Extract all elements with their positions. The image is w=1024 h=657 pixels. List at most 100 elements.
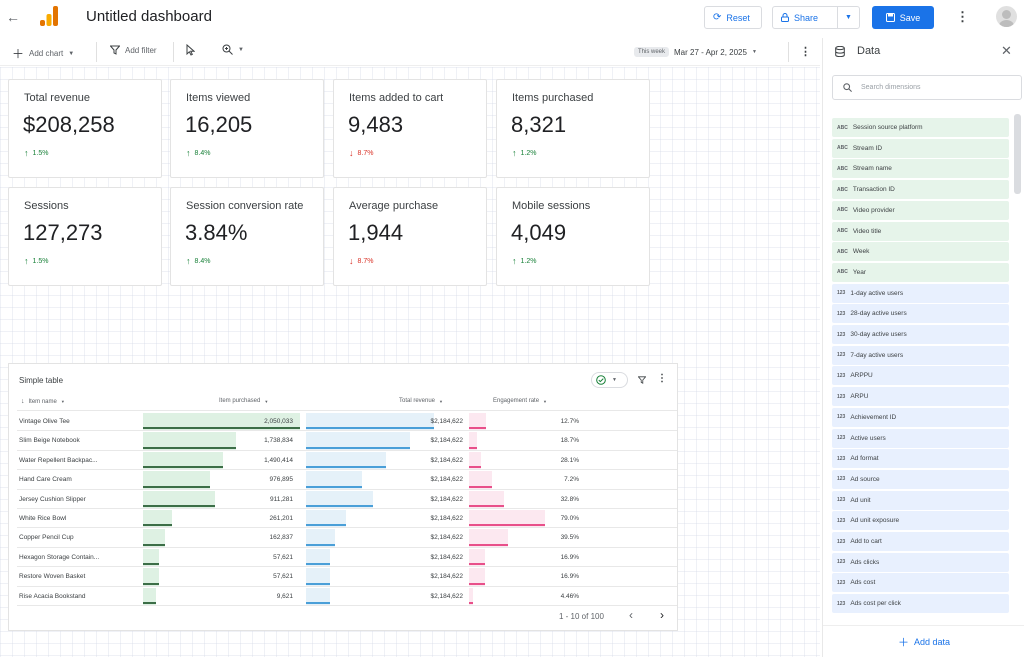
metric-field[interactable]: 123 Ad unit (832, 490, 1009, 510)
check-circle-icon (596, 375, 606, 385)
metric-field[interactable]: 123 ARPPU (832, 366, 1009, 386)
number-type-icon: 123 (837, 455, 846, 462)
next-page-icon[interactable]: › (660, 608, 664, 622)
metric-field[interactable]: 123 1-day active users (832, 283, 1009, 303)
column-header-item-purchased[interactable]: Item purchased ▼ (219, 398, 269, 404)
engagement-bar (469, 568, 485, 586)
revenue-bar (306, 548, 330, 567)
total-revenue-cell: $2,184,622 (430, 534, 463, 542)
engagement-bar-line (469, 563, 485, 566)
row-divider (17, 527, 677, 529)
table-row[interactable]: Jersey Cushion Slipper 911,281 $2,184,622 3… (9, 490, 679, 509)
add-chart-button[interactable]: ＋ Add chart ▼ (12, 47, 75, 61)
scorecard-label: Total revenue (24, 92, 91, 104)
share-button[interactable]: Share ▼ (772, 6, 860, 29)
purchased-bar-line (143, 504, 215, 507)
engagement-bar (469, 413, 486, 431)
save-button[interactable]: Save (872, 6, 934, 29)
table-row[interactable]: Slim Beige Notebook 1,738,834 $2,184,622 18… (9, 431, 679, 451)
scorecard[interactable]: Mobile sessions 4,049 ↑ 1.2% (496, 187, 650, 286)
table-row[interactable]: White Rice Bowl 261,201 $2,184,622 79.0% (9, 509, 679, 529)
chevron-down-icon: ▼ (60, 399, 65, 404)
scorecard[interactable]: Session conversion rate 3.84% ↑ 8.4% (170, 187, 324, 286)
scorecard[interactable]: Total revenue $208,258 ↑ 1.5% (8, 79, 162, 178)
avatar[interactable] (996, 6, 1017, 27)
prev-page-icon[interactable]: ‹ (629, 608, 633, 622)
scorecard-label: Items purchased (512, 92, 594, 104)
text-type-icon: ABC (837, 269, 848, 276)
select-pointer-button[interactable] (186, 44, 195, 56)
share-dropdown-caret-icon[interactable]: ▼ (837, 7, 859, 28)
dimension-field[interactable]: ABC Video provider (832, 200, 1009, 220)
scorecard[interactable]: Average purchase 1,944 ↓ 8.7% (333, 187, 487, 286)
table-row[interactable]: Hand Care Cream 976,895 $2,184,622 7.2% (9, 470, 679, 490)
dimension-field[interactable]: ABC Stream ID (832, 138, 1009, 158)
data-panel-scrollbar[interactable] (1014, 114, 1021, 194)
metric-field[interactable]: 123 Ad source (832, 469, 1009, 489)
metric-field[interactable]: 123 Ads clicks (832, 552, 1009, 572)
date-range-text: Mar 27 - Apr 2, 2025 (674, 47, 747, 57)
number-type-icon: 123 (837, 517, 846, 524)
dimension-field[interactable]: ABC Year (832, 262, 1009, 282)
scorecard[interactable]: Sessions 127,273 ↑ 1.5% (8, 187, 162, 286)
total-revenue-cell: $2,184,622 (430, 553, 463, 561)
chevron-down-icon: ▼ (543, 398, 547, 404)
arrow-up-icon: ↑ (512, 256, 517, 266)
date-range-control[interactable]: This week Mar 27 - Apr 2, 2025 ▼ (634, 47, 757, 57)
metric-field[interactable]: 123 Ads cost (832, 573, 1009, 593)
scorecard-delta: ↑ 1.5% (24, 148, 49, 158)
row-divider (17, 488, 677, 490)
dimension-field[interactable]: ABC Week (832, 242, 1009, 262)
table-row[interactable]: Copper Pencil Cup 162,837 $2,184,622 39.5% (9, 528, 679, 548)
column-header-engagement-rate[interactable]: Engagement rate ▼ (493, 398, 547, 404)
dimension-field[interactable]: ABC Session source platform (832, 118, 1009, 137)
metric-field[interactable]: 123 30-day active users (832, 325, 1009, 344)
add-filter-button[interactable]: Add filter (110, 45, 157, 55)
scorecard[interactable]: Items viewed 16,205 ↑ 8.4% (170, 79, 324, 178)
dashboard-title[interactable]: Untitled dashboard (86, 8, 212, 25)
engagement-rate-cell: 28.1% (560, 456, 579, 464)
metric-field[interactable]: 123 Ad format (832, 449, 1009, 469)
dimension-field[interactable]: ABC Stream name (832, 159, 1009, 179)
metric-field[interactable]: 123 Active users (832, 428, 1009, 448)
table-row[interactable]: Hexagon Storage Contain... 57,621 $2,184,6… (9, 548, 679, 568)
scorecard-label: Mobile sessions (512, 200, 591, 212)
table-filter-icon[interactable] (638, 376, 646, 384)
reset-button[interactable]: ⟳ Reset (704, 6, 762, 29)
metric-field[interactable]: 123 7-day active users (832, 345, 1009, 365)
add-data-button[interactable]: ＋ Add data (823, 625, 1024, 657)
number-type-icon: 123 (837, 331, 846, 338)
close-icon[interactable]: ✕ (1001, 43, 1012, 58)
metric-field[interactable]: 123 28-day active users (832, 304, 1009, 324)
metric-field[interactable]: 123 Achievement ID (832, 407, 1009, 427)
more-options-icon[interactable]: ⋮ (956, 9, 969, 24)
metric-field[interactable]: 123 ARPU (832, 387, 1009, 407)
engagement-bar (469, 548, 485, 567)
metric-field[interactable]: 123 Ads cost per click (832, 594, 1009, 614)
table-row[interactable]: Vintage Olive Tee 2,050,033 $2,184,622 12.7… (9, 412, 679, 432)
scorecard-value: 3.84% (185, 220, 248, 245)
revenue-bar (306, 432, 410, 450)
dimension-field[interactable]: ABC Transaction ID (832, 180, 1009, 200)
back-arrow-icon[interactable]: ← (6, 9, 20, 25)
engagement-rate-cell: 39.5% (560, 534, 579, 542)
column-header-total-revenue[interactable]: Total revenue ▼ (399, 398, 443, 404)
metric-field[interactable]: 123 Add to cart (832, 532, 1009, 551)
table-check-toggle[interactable]: ▼ (591, 372, 628, 388)
text-type-icon: ABC (837, 228, 848, 234)
week-chip: This week (634, 47, 670, 57)
table-more-icon[interactable]: ⋮ (657, 373, 667, 384)
item-name-cell: White Rice Bowl (19, 515, 67, 522)
toolbar-more-icon[interactable]: ⋮ (800, 46, 811, 58)
metric-field[interactable]: 123 Ad unit exposure (832, 511, 1009, 531)
scorecard[interactable]: Items added to cart 9,483 ↓ 8.7% (333, 79, 487, 178)
table-row[interactable]: Water Repellent Backpac... 1,490,414 $2,18… (9, 451, 679, 471)
search-dimensions-input[interactable]: Search dimensions (832, 75, 1022, 100)
zoom-button[interactable]: ▼ (222, 44, 244, 55)
table-row[interactable]: Rise Acacia Bookstand 9,621 $2,184,622 4.46… (9, 587, 679, 606)
simple-table[interactable]: Simple table ▼ ⋮ ↓ Item name ▼ Item purc… (8, 363, 678, 631)
column-header-item-name[interactable]: ↓ Item name ▼ (21, 398, 65, 405)
table-row[interactable]: Restore Woven Basket 57,621 $2,184,622 16.9… (9, 567, 679, 587)
scorecard[interactable]: Items purchased 8,321 ↑ 1.2% (496, 79, 650, 178)
dimension-field[interactable]: ABC Video title (832, 221, 1009, 241)
